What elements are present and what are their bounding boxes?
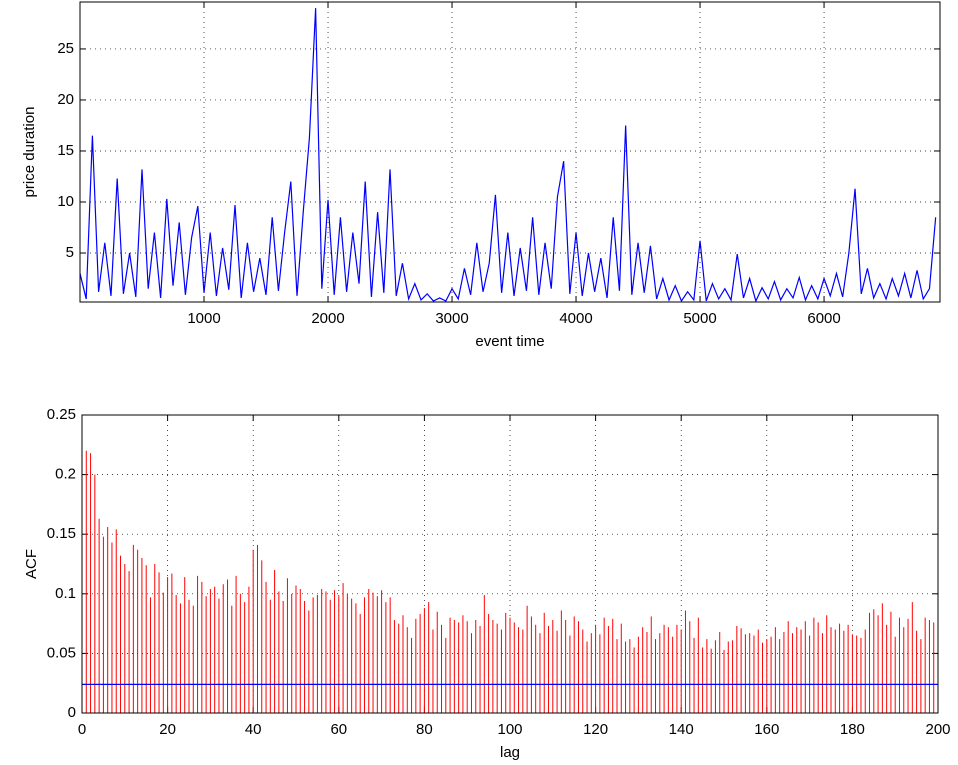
y-tick-label: 15 — [57, 142, 74, 159]
y-tick-label: 0.25 — [47, 406, 76, 423]
x-tick-label: 6000 — [807, 310, 840, 327]
y-tick-label: 0.1 — [55, 585, 76, 602]
y-tick-label: 25 — [57, 40, 74, 57]
axes-frame — [79, 1, 941, 303]
y-tick-label: 0.15 — [47, 525, 76, 542]
x-tick-label: 20 — [159, 721, 176, 738]
x-axis-label: lag — [500, 744, 520, 761]
data-line — [79, 8, 937, 303]
y-tick-label: 0.2 — [55, 466, 76, 483]
x-tick-label: 0 — [78, 721, 86, 738]
y-tick-label: 5 — [66, 244, 74, 261]
x-axis-label: event time — [475, 333, 544, 350]
x-tick-label: 100 — [497, 721, 522, 738]
x-tick-label: 60 — [330, 721, 347, 738]
x-tick-label: 40 — [245, 721, 262, 738]
axes-frame — [81, 414, 939, 714]
x-tick-label: 120 — [583, 721, 608, 738]
x-tick-label: 180 — [840, 721, 865, 738]
y-tick-label: 0 — [68, 704, 76, 721]
y-axis-label: ACF — [23, 549, 40, 579]
x-tick-label: 160 — [754, 721, 779, 738]
x-tick-label: 140 — [669, 721, 694, 738]
x-tick-label: 200 — [925, 721, 950, 738]
y-tick-label: 10 — [57, 193, 74, 210]
x-tick-label: 2000 — [311, 310, 344, 327]
x-tick-label: 3000 — [435, 310, 468, 327]
x-tick-label: 5000 — [683, 310, 716, 327]
x-tick-label: 1000 — [187, 310, 220, 327]
y-tick-label: 20 — [57, 91, 74, 108]
x-tick-label: 4000 — [559, 310, 592, 327]
x-tick-label: 80 — [416, 721, 433, 738]
y-tick-label: 0.05 — [47, 644, 76, 661]
y-axis-label: price duration — [21, 107, 38, 198]
